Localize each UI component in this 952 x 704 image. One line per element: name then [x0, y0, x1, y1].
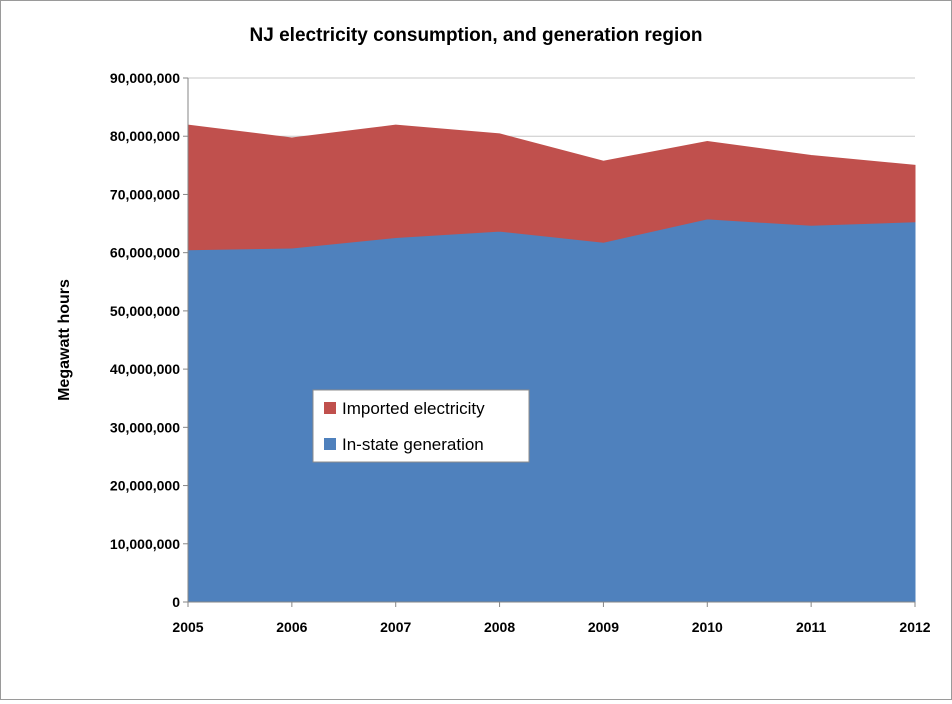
legend: Imported electricity In-state generation — [312, 389, 530, 463]
y-tick-label-7: 70,000,000 — [110, 186, 180, 202]
x-tick-labels: 2005 2006 2007 2008 2009 2010 2011 2012 — [172, 619, 930, 635]
legend-label-imported-electricity: Imported electricity — [342, 399, 485, 418]
x-tick-label-2006: 2006 — [276, 619, 307, 635]
y-tick-label-5: 50,000,000 — [110, 303, 180, 319]
x-tick-label-2008: 2008 — [484, 619, 515, 635]
chart-title: NJ electricity consumption, and generati… — [250, 25, 703, 46]
y-tick-label-4: 40,000,000 — [110, 361, 180, 377]
legend-label-in-state-generation: In-state generation — [342, 435, 484, 454]
axes — [183, 77, 916, 607]
x-tick-label-2007: 2007 — [380, 619, 411, 635]
y-tick-label-6: 60,000,000 — [110, 245, 180, 261]
y-tick-label-9: 90,000,000 — [110, 70, 180, 86]
legend-swatch-in-state-generation — [324, 438, 336, 450]
legend-swatch-imported-electricity — [324, 402, 336, 414]
y-tick-label-8: 80,000,000 — [110, 128, 180, 144]
y-axis-label: Megawatt hours — [56, 279, 73, 401]
area-in-state-generation — [187, 218, 916, 603]
x-tick-label-2012: 2012 — [899, 619, 930, 635]
y-tick-label-2: 20,000,000 — [110, 478, 180, 494]
legend-box — [312, 389, 530, 463]
y-tick-label-0: 0 — [172, 594, 180, 610]
plot-areas — [187, 124, 916, 603]
y-tick-label-1: 10,000,000 — [110, 536, 180, 552]
x-tick-label-2005: 2005 — [172, 619, 203, 635]
x-tick-label-2009: 2009 — [588, 619, 619, 635]
y-tick-label-3: 30,000,000 — [110, 419, 180, 435]
y-tick-labels: 0 10,000,000 20,000,000 30,000,000 40,000,00… — [110, 70, 180, 610]
x-tick-label-2011: 2011 — [796, 619, 827, 635]
x-tick-label-2010: 2010 — [692, 619, 723, 635]
area-imported-electricity — [187, 124, 916, 251]
